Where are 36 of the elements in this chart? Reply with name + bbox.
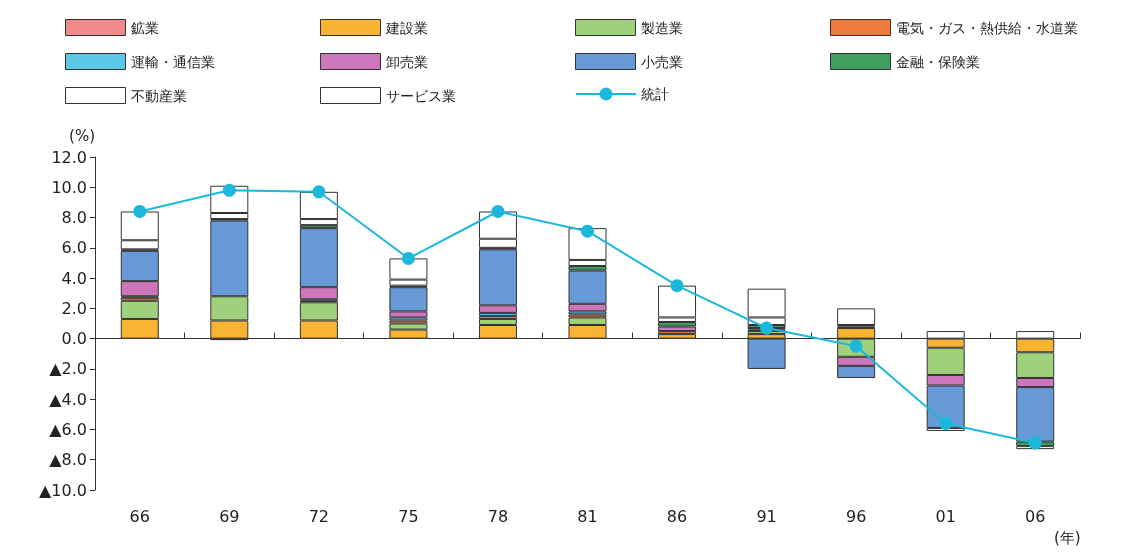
x-tick-label: 06 — [1025, 506, 1046, 526]
legend-label: 製造業 — [640, 19, 683, 36]
x-tick-label: 86 — [666, 506, 688, 526]
legend-label: 電気・ガス・熱供給・水道業 — [895, 19, 1078, 36]
y-tick-label: ▲10.0 — [39, 480, 87, 500]
y-tick-label: 0.0 — [61, 329, 87, 349]
y-tick-label: 12.0 — [51, 147, 87, 167]
x-tick-label: 78 — [487, 506, 509, 526]
y-tick-label: ▲2.0 — [49, 359, 87, 379]
legend-label: 卸売業 — [385, 53, 428, 70]
x-tick-label: 69 — [219, 506, 240, 526]
legend-label: 小売業 — [640, 53, 683, 70]
legend-label: 鉱業 — [130, 19, 159, 36]
legend-label: サービス業 — [385, 87, 456, 104]
y-tick-label: ▲6.0 — [49, 419, 87, 439]
legend-label: 金融・保険業 — [895, 53, 980, 70]
x-tick-label: 91 — [756, 506, 777, 526]
legend-label: 統計 — [641, 86, 669, 102]
x-tick-label: 75 — [398, 506, 419, 526]
y-tick-label: ▲8.0 — [49, 450, 87, 470]
y-axis-title: (%) — [69, 126, 95, 145]
legend-label: 運輸・通信業 — [130, 53, 215, 70]
y-tick-label: ▲4.0 — [49, 389, 87, 409]
y-tick-label: 4.0 — [61, 268, 87, 288]
y-tick-label: 10.0 — [51, 177, 87, 197]
x-tick-label: 01 — [935, 506, 956, 526]
legend-label: 建設業 — [384, 19, 428, 36]
x-tick-label: 81 — [577, 506, 598, 526]
x-axis-title: (年) — [1054, 528, 1081, 547]
y-tick-label: 6.0 — [61, 238, 87, 258]
x-tick-label: 72 — [308, 506, 330, 526]
x-tick-label: 96 — [845, 506, 867, 526]
y-tick-label: 8.0 — [61, 208, 87, 228]
legend-label: 不動産業 — [130, 87, 187, 104]
y-tick-label: 2.0 — [61, 298, 87, 318]
x-tick-label: 66 — [129, 506, 150, 526]
